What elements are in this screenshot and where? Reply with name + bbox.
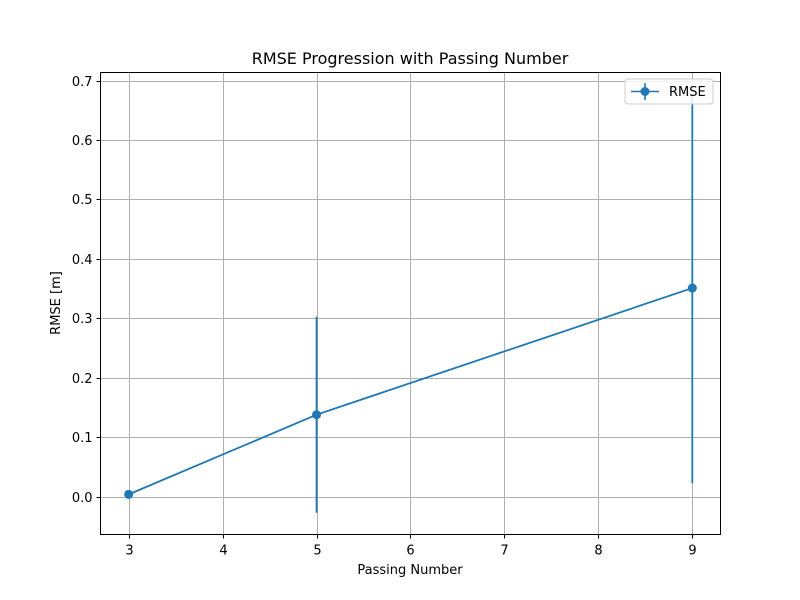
y-axis-label: RMSE [m] — [49, 271, 64, 335]
y-tick-label: 0.4 — [72, 253, 93, 268]
x-tick-label: 7 — [500, 544, 508, 559]
grid — [100, 72, 721, 535]
legend-marker-swatch — [640, 87, 650, 96]
y-tick-label: 0.5 — [72, 193, 93, 208]
y-tick-label: 0.7 — [72, 75, 93, 90]
legend-box — [624, 78, 714, 105]
plot-series — [124, 93, 697, 513]
chart-title: RMSE Progression with Passing Number — [252, 49, 569, 68]
y-tick-label: 0.3 — [72, 312, 93, 327]
x-tick-label: 6 — [406, 544, 414, 559]
y-tick-label: 0.0 — [72, 491, 93, 506]
legend-label-rmse: RMSE — [669, 85, 706, 100]
data-point — [312, 410, 322, 420]
data-point — [124, 489, 134, 499]
plot-frame — [100, 72, 721, 535]
x-tick-label: 9 — [688, 544, 696, 559]
x-tick-label: 8 — [594, 544, 602, 559]
legend: RMSE — [624, 78, 714, 105]
y-tick-label: 0.1 — [72, 431, 93, 446]
x-axis-label: Passing Number — [357, 563, 463, 578]
y-tick-label: 0.6 — [72, 134, 93, 149]
axis-ticks: 3 4 5 6 7 8 9 0.0 0.1 0.2 0.3 0.4 0.5 0.6 0.7 — [72, 75, 697, 559]
x-tick-label: 3 — [125, 544, 133, 559]
x-tick-label: 5 — [313, 544, 321, 559]
x-tick-label: 4 — [219, 544, 227, 559]
data-point — [687, 283, 697, 293]
y-tick-label: 0.2 — [72, 372, 93, 387]
